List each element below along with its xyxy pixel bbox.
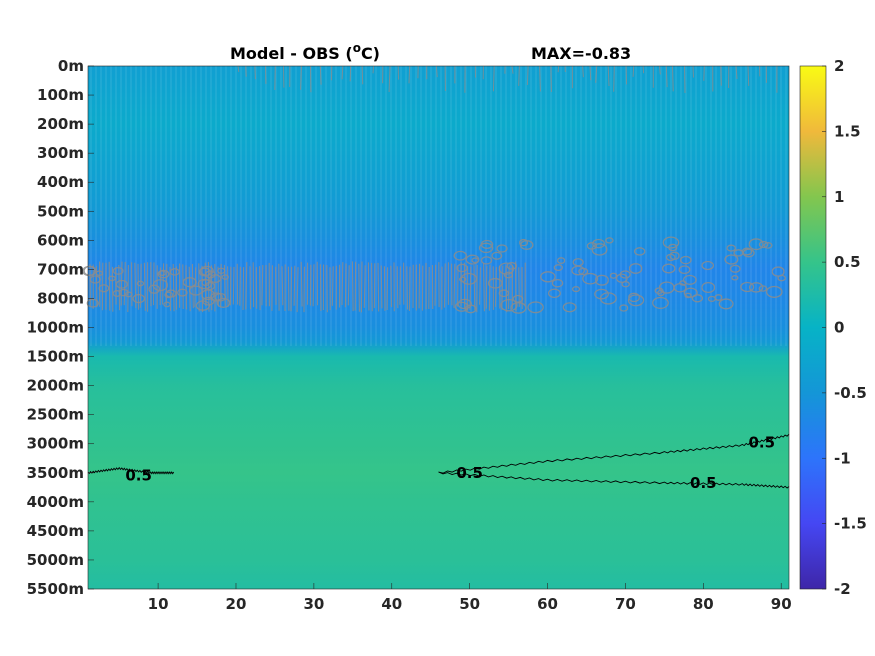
- x-tick-label: 40: [381, 595, 402, 613]
- y-tick-label: 500m: [37, 202, 84, 220]
- x-tick-label: 70: [615, 595, 636, 613]
- title-superscript: o: [353, 41, 361, 55]
- colorbar: 2 1.5 1 0.5 0 -0.5 -1 -1.5 -2: [799, 57, 867, 598]
- colorbar-ticks: 2 1.5 1 0.5 0 -0.5 -1 -1.5 -2: [822, 57, 867, 598]
- y-tick-label: 1500m: [27, 348, 84, 366]
- x-tick-label: 30: [303, 595, 324, 613]
- colorbar-tick-label: 1.5: [834, 122, 861, 140]
- colorbar-tick-label: 2: [834, 57, 844, 75]
- colorbar-tick-label: 0: [834, 319, 844, 337]
- colorbar-tick-label: -0.5: [834, 384, 867, 402]
- y-tick-label: 800m: [37, 289, 84, 307]
- x-tick-label: 80: [693, 595, 714, 613]
- x-tick-label: 50: [459, 595, 480, 613]
- max-annotation: MAX=-0.83: [531, 44, 631, 63]
- y-tick-label: 400m: [37, 173, 84, 191]
- y-tick-label: 4000m: [27, 493, 84, 511]
- y-tick-label: 5000m: [27, 551, 84, 569]
- y-tick-label: 0m: [58, 57, 84, 75]
- grey-contour-noise: [82, 65, 786, 314]
- y-tick-label: 3000m: [27, 435, 84, 453]
- y-tick-label: 1000m: [27, 319, 84, 337]
- plot-area: 0.5 0.5 0.5 0.5: [82, 65, 790, 590]
- y-tick-label: 700m: [37, 260, 84, 278]
- contour-lines: [87, 433, 790, 489]
- x-tick-label: 60: [537, 595, 558, 613]
- title-tail: C): [361, 44, 380, 63]
- y-tick-label: 300m: [37, 144, 84, 162]
- x-tick-label: 20: [226, 595, 247, 613]
- contour-label: 0.5: [456, 464, 483, 482]
- y-tick-label: 600m: [37, 231, 84, 249]
- noise-surface: [237, 65, 778, 94]
- y-tick-label: 5500m: [27, 580, 84, 598]
- contour-labels: 0.5 0.5 0.5 0.5: [125, 433, 775, 492]
- y-tick-label: 100m: [37, 86, 84, 104]
- noise-midband: [89, 261, 526, 313]
- colorbar-tick-label: -1.5: [834, 515, 867, 533]
- y-tick-label: 200m: [37, 115, 84, 133]
- x-tick-label: 10: [148, 595, 169, 613]
- y-tick-label: 4500m: [27, 522, 84, 540]
- colorbar-gradient: [799, 65, 827, 590]
- chart-title: Model - OBS (oC): [230, 41, 380, 63]
- colorbar-tick-label: -2: [834, 580, 851, 598]
- y-tick-label: 2000m: [27, 377, 84, 395]
- contour-label: 0.5: [690, 474, 717, 492]
- colorbar-tick-label: 0.5: [834, 253, 861, 271]
- contour-line-0: [87, 466, 175, 475]
- y-tick-label: 3500m: [27, 464, 84, 482]
- contour-label: 0.5: [748, 433, 775, 451]
- contour-line-2: [438, 471, 790, 489]
- y-tick-label: 2500m: [27, 406, 84, 424]
- x-axis-ticks: 10 20 30 40 50 60 70 80 90: [148, 583, 792, 613]
- noise-loops: [82, 236, 786, 314]
- colorbar-tick-label: -1: [834, 449, 851, 467]
- x-tick-label: 90: [771, 595, 792, 613]
- colorbar-tick-label: 1: [834, 188, 844, 206]
- y-axis-ticks: 0m 100m 200m 300m 400m 500m 600m 700m 800m 1000m 1…: [27, 57, 94, 598]
- contour-label: 0.5: [125, 467, 152, 485]
- contour-line-1: [438, 433, 790, 474]
